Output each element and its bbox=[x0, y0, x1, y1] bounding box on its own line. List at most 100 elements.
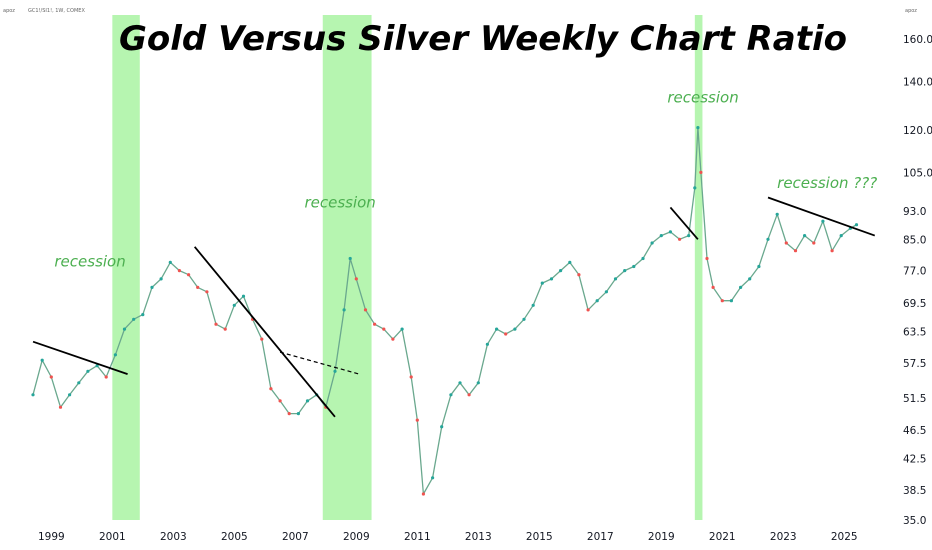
trendline-1 bbox=[193, 246, 336, 418]
y-tick-label-4: 93.0 bbox=[903, 206, 926, 218]
series-point-21 bbox=[223, 327, 227, 331]
series-point-60 bbox=[568, 260, 572, 264]
y-tick-label-6: 77.0 bbox=[903, 266, 926, 278]
left-corner-label: apoz bbox=[3, 8, 15, 14]
series-point-65 bbox=[613, 277, 618, 281]
series-point-66 bbox=[623, 269, 627, 273]
y-tick-label-10: 51.5 bbox=[903, 393, 926, 405]
series-point-76 bbox=[699, 170, 703, 174]
x-tick-label-7: 2013 bbox=[465, 531, 492, 543]
x-tick-label-8: 2015 bbox=[526, 531, 553, 543]
series-point-36 bbox=[354, 277, 358, 281]
series-point-18 bbox=[196, 285, 200, 289]
y-tick-label-2: 120.0 bbox=[903, 125, 932, 137]
series-point-88 bbox=[803, 234, 807, 238]
series-point-90 bbox=[821, 219, 825, 223]
series-point-57 bbox=[540, 281, 544, 285]
series-point-49 bbox=[467, 393, 471, 397]
trendline-4 bbox=[767, 196, 876, 237]
series-point-82 bbox=[748, 277, 752, 281]
series-point-51 bbox=[485, 342, 489, 346]
series-point-28 bbox=[287, 412, 291, 416]
series-point-92 bbox=[839, 234, 843, 238]
x-tick-label-0: 1999 bbox=[38, 531, 65, 543]
series-point-34 bbox=[342, 308, 346, 312]
series-point-53 bbox=[504, 332, 508, 336]
y-tick-label-0: 160.0 bbox=[903, 34, 932, 46]
recession-bands bbox=[112, 15, 703, 520]
series-point-8 bbox=[104, 375, 108, 379]
series-point-9 bbox=[113, 353, 117, 357]
series-point-68 bbox=[641, 256, 645, 261]
series-point-6 bbox=[86, 369, 90, 373]
series-point-87 bbox=[793, 249, 798, 253]
x-tick-label-5: 2009 bbox=[343, 531, 370, 543]
series-point-64 bbox=[604, 290, 609, 294]
series-point-15 bbox=[168, 260, 172, 264]
x-tick-label-10: 2019 bbox=[648, 531, 675, 543]
ratio-series bbox=[31, 126, 859, 496]
series-point-27 bbox=[278, 399, 282, 403]
series-point-70 bbox=[659, 234, 663, 238]
series-point-81 bbox=[739, 285, 743, 289]
series-point-7 bbox=[95, 364, 99, 368]
recession-band-0 bbox=[112, 15, 140, 520]
x-tick-label-9: 2017 bbox=[587, 531, 614, 543]
x-tick-label-4: 2007 bbox=[282, 531, 309, 543]
recession-band-1 bbox=[322, 15, 372, 520]
right-corner-label: apoz bbox=[905, 8, 917, 14]
y-tick-label-3: 105.0 bbox=[903, 167, 932, 179]
series-point-46 bbox=[440, 425, 444, 429]
y-tick-label-11: 46.5 bbox=[903, 425, 926, 437]
series-point-23 bbox=[241, 294, 246, 298]
symbol-label: GC1!/SI1!, 1W, COMEX bbox=[28, 8, 85, 14]
recession-label-0: recession bbox=[54, 252, 125, 270]
series-point-37 bbox=[363, 308, 368, 312]
y-tick-label-9: 57.5 bbox=[903, 358, 926, 370]
series-point-74 bbox=[693, 186, 697, 190]
y-tick-label-13: 38.5 bbox=[903, 485, 926, 497]
series-point-2 bbox=[49, 375, 53, 379]
series-point-35 bbox=[348, 256, 352, 261]
series-point-50 bbox=[476, 381, 480, 385]
series-point-77 bbox=[705, 256, 709, 261]
x-tick-label-2: 2003 bbox=[160, 531, 187, 543]
series-line-0 bbox=[32, 126, 857, 495]
series-point-12 bbox=[141, 313, 145, 317]
series-point-58 bbox=[549, 277, 554, 281]
series-point-19 bbox=[205, 290, 209, 294]
series-point-79 bbox=[720, 299, 724, 303]
series-point-11 bbox=[132, 317, 136, 321]
series-point-29 bbox=[296, 412, 300, 416]
series-point-56 bbox=[531, 303, 535, 307]
series-point-69 bbox=[650, 241, 654, 245]
series-point-16 bbox=[177, 269, 181, 273]
trendline-0 bbox=[32, 340, 128, 375]
series-point-17 bbox=[187, 273, 191, 277]
x-tick-label-6: 2011 bbox=[404, 531, 431, 543]
series-point-54 bbox=[513, 327, 517, 331]
recession-band-2 bbox=[694, 15, 703, 520]
series-point-25 bbox=[260, 337, 264, 341]
series-point-73 bbox=[687, 234, 691, 238]
series-point-5 bbox=[77, 381, 81, 385]
series-point-43 bbox=[415, 418, 419, 422]
series-point-94 bbox=[854, 223, 859, 227]
series-point-33 bbox=[333, 369, 337, 373]
trendline-3 bbox=[669, 206, 699, 240]
x-tick-label-12: 2023 bbox=[770, 531, 797, 543]
series-point-86 bbox=[784, 241, 788, 245]
series-point-45 bbox=[431, 476, 435, 480]
series-point-59 bbox=[559, 269, 563, 273]
series-point-55 bbox=[522, 317, 526, 321]
y-tick-label-7: 69.5 bbox=[903, 298, 926, 310]
series-point-1 bbox=[40, 358, 44, 362]
recession-label-1: recession bbox=[304, 193, 375, 211]
series-point-72 bbox=[678, 237, 682, 241]
series-point-83 bbox=[757, 264, 761, 269]
x-tick-label-11: 2021 bbox=[709, 531, 736, 543]
series-point-71 bbox=[668, 230, 673, 234]
series-point-44 bbox=[421, 492, 425, 496]
series-point-78 bbox=[711, 285, 715, 289]
